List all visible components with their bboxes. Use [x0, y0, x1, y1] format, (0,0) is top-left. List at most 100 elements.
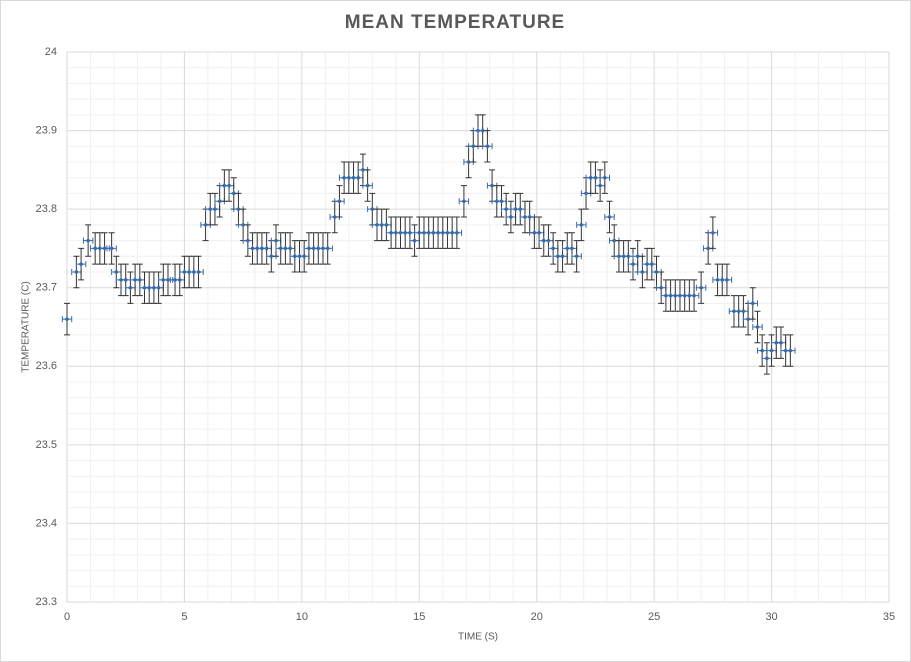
chart-title: MEAN TEMPERATURE [345, 12, 565, 33]
x-tick-label: 15 [413, 611, 425, 623]
y-axis-label: TEMPERATURE (C) [21, 281, 32, 372]
point [454, 230, 460, 236]
x-tick-label: 10 [296, 611, 308, 623]
point [301, 253, 307, 259]
y-tick-label: 24 [45, 46, 57, 58]
point [412, 238, 418, 244]
point [264, 245, 270, 251]
point [73, 269, 79, 275]
point [550, 245, 556, 251]
point [268, 253, 274, 259]
point [287, 245, 293, 251]
y-tick-label: 23.9 [36, 124, 57, 136]
y-tick-label: 23.7 [36, 282, 57, 294]
point [235, 206, 241, 212]
point [369, 206, 375, 212]
point [635, 253, 641, 259]
point [630, 261, 636, 267]
y-tick-label: 23.8 [36, 203, 57, 215]
point [545, 238, 551, 244]
point [536, 230, 542, 236]
point [64, 316, 70, 322]
point [503, 206, 509, 212]
point [560, 253, 566, 259]
x-tick-label: 20 [531, 611, 543, 623]
point [778, 340, 784, 346]
point [109, 245, 115, 251]
point [658, 285, 664, 291]
point [245, 238, 251, 244]
y-tick-label: 23.3 [36, 596, 57, 608]
point [574, 253, 580, 259]
point [470, 143, 476, 149]
y-tick-label: 23.6 [36, 360, 57, 372]
point [226, 183, 232, 189]
point [745, 316, 751, 322]
x-tick-label: 0 [64, 611, 70, 623]
point [165, 277, 171, 283]
point [705, 245, 711, 251]
point [602, 175, 608, 181]
point [466, 159, 472, 165]
point [787, 348, 793, 354]
point [480, 128, 486, 134]
point [653, 269, 659, 275]
point [759, 348, 765, 354]
point [710, 230, 716, 236]
point [240, 222, 246, 228]
point [607, 214, 613, 220]
point [177, 277, 183, 283]
y-tick-label: 23.5 [36, 439, 57, 451]
point [203, 222, 209, 228]
point [489, 183, 495, 189]
point [196, 269, 202, 275]
point [750, 300, 756, 306]
x-tick-label: 25 [648, 611, 660, 623]
point [78, 261, 84, 267]
point [592, 175, 598, 181]
point [383, 222, 389, 228]
x-tick-label: 5 [181, 611, 187, 623]
point [597, 183, 603, 189]
point [137, 277, 143, 283]
point [517, 206, 523, 212]
point [611, 238, 617, 244]
point [691, 293, 697, 299]
point [407, 230, 413, 236]
point [127, 285, 133, 291]
point [698, 285, 704, 291]
x-tick-label: 35 [883, 611, 895, 623]
x-tick-label: 30 [765, 611, 777, 623]
point [625, 253, 631, 259]
point [360, 167, 366, 173]
point [461, 198, 467, 204]
point [769, 348, 775, 354]
point [498, 198, 504, 204]
point [569, 245, 575, 251]
point [156, 285, 162, 291]
x-axis-label: TIME (S) [458, 632, 498, 643]
point [212, 206, 218, 212]
point [273, 238, 279, 244]
point [325, 245, 331, 251]
point [123, 277, 129, 283]
point [578, 222, 584, 228]
point [639, 269, 645, 275]
point [336, 198, 342, 204]
point [102, 245, 108, 251]
point [764, 355, 770, 361]
point [724, 277, 730, 283]
point [508, 214, 514, 220]
point [649, 261, 655, 267]
point [113, 269, 119, 275]
point [332, 214, 338, 220]
point [355, 175, 361, 181]
point [231, 190, 237, 196]
point [85, 238, 91, 244]
point [484, 143, 490, 149]
point [365, 183, 371, 189]
point [217, 198, 223, 204]
y-tick-label: 23.4 [36, 517, 57, 529]
